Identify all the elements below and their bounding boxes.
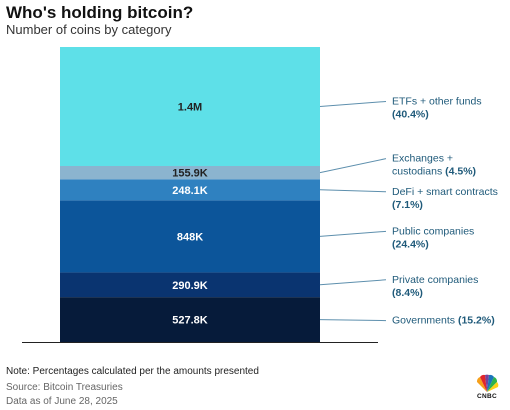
category-label-etfs-other-funds: ETFs + other funds (40.4%) [392,95,482,120]
bar-segment-defi-smart-contracts [60,179,320,201]
category-label-private-companies: Private companies (8.4%) [392,274,478,299]
source-line: Source: Bitcoin Treasuries [6,382,123,393]
as-of-date: Data as of June 28, 2025 [6,396,118,407]
chart-title: Who's holding bitcoin? [6,3,194,22]
connector-line-private-companies [319,279,387,286]
stacked-bar-chart: 527.8K Governments (15.2%) 290.9K Private c… [22,47,498,343]
connector-line-exchanges-custodians [319,158,387,174]
connector-line-defi-smart-contracts [319,189,387,193]
footnote: Note: Percentages calculated per the amo… [6,366,259,377]
bar-segment-public-companies [60,200,320,273]
category-label-governments: Governments (15.2%) [392,315,495,327]
value-label-defi-smart-contracts: 248.1K [172,185,208,197]
cnbc-logo: CNBC [472,373,502,403]
connector-line-governments [319,319,387,322]
value-label-etfs-other-funds: 1.4M [178,101,202,113]
category-label-defi-smart-contracts: DeFi + smart contracts (7.1%) [392,186,498,211]
value-label-exchanges-custodians: 155.9K [172,168,208,180]
peacock-icon [476,374,499,392]
chart-subtitle: Number of coins by category [6,22,172,37]
category-label-exchanges-custodians: Exchanges + custodians (4.5%) [392,153,476,178]
bar-segment-private-companies [60,272,320,298]
value-label-governments: 527.8K [172,315,208,327]
value-label-private-companies: 290.9K [172,280,208,292]
bar-segment-governments [60,297,320,342]
value-label-public-companies: 848K [177,231,203,243]
bar-segment-etfs-other-funds [60,47,320,166]
logo-text: CNBC [477,393,497,400]
bar-segment-exchanges-custodians [60,165,320,180]
category-label-public-companies: Public companies (24.4%) [392,225,474,250]
connector-line-public-companies [319,230,387,237]
connector-line-etfs-other-funds [319,100,387,107]
